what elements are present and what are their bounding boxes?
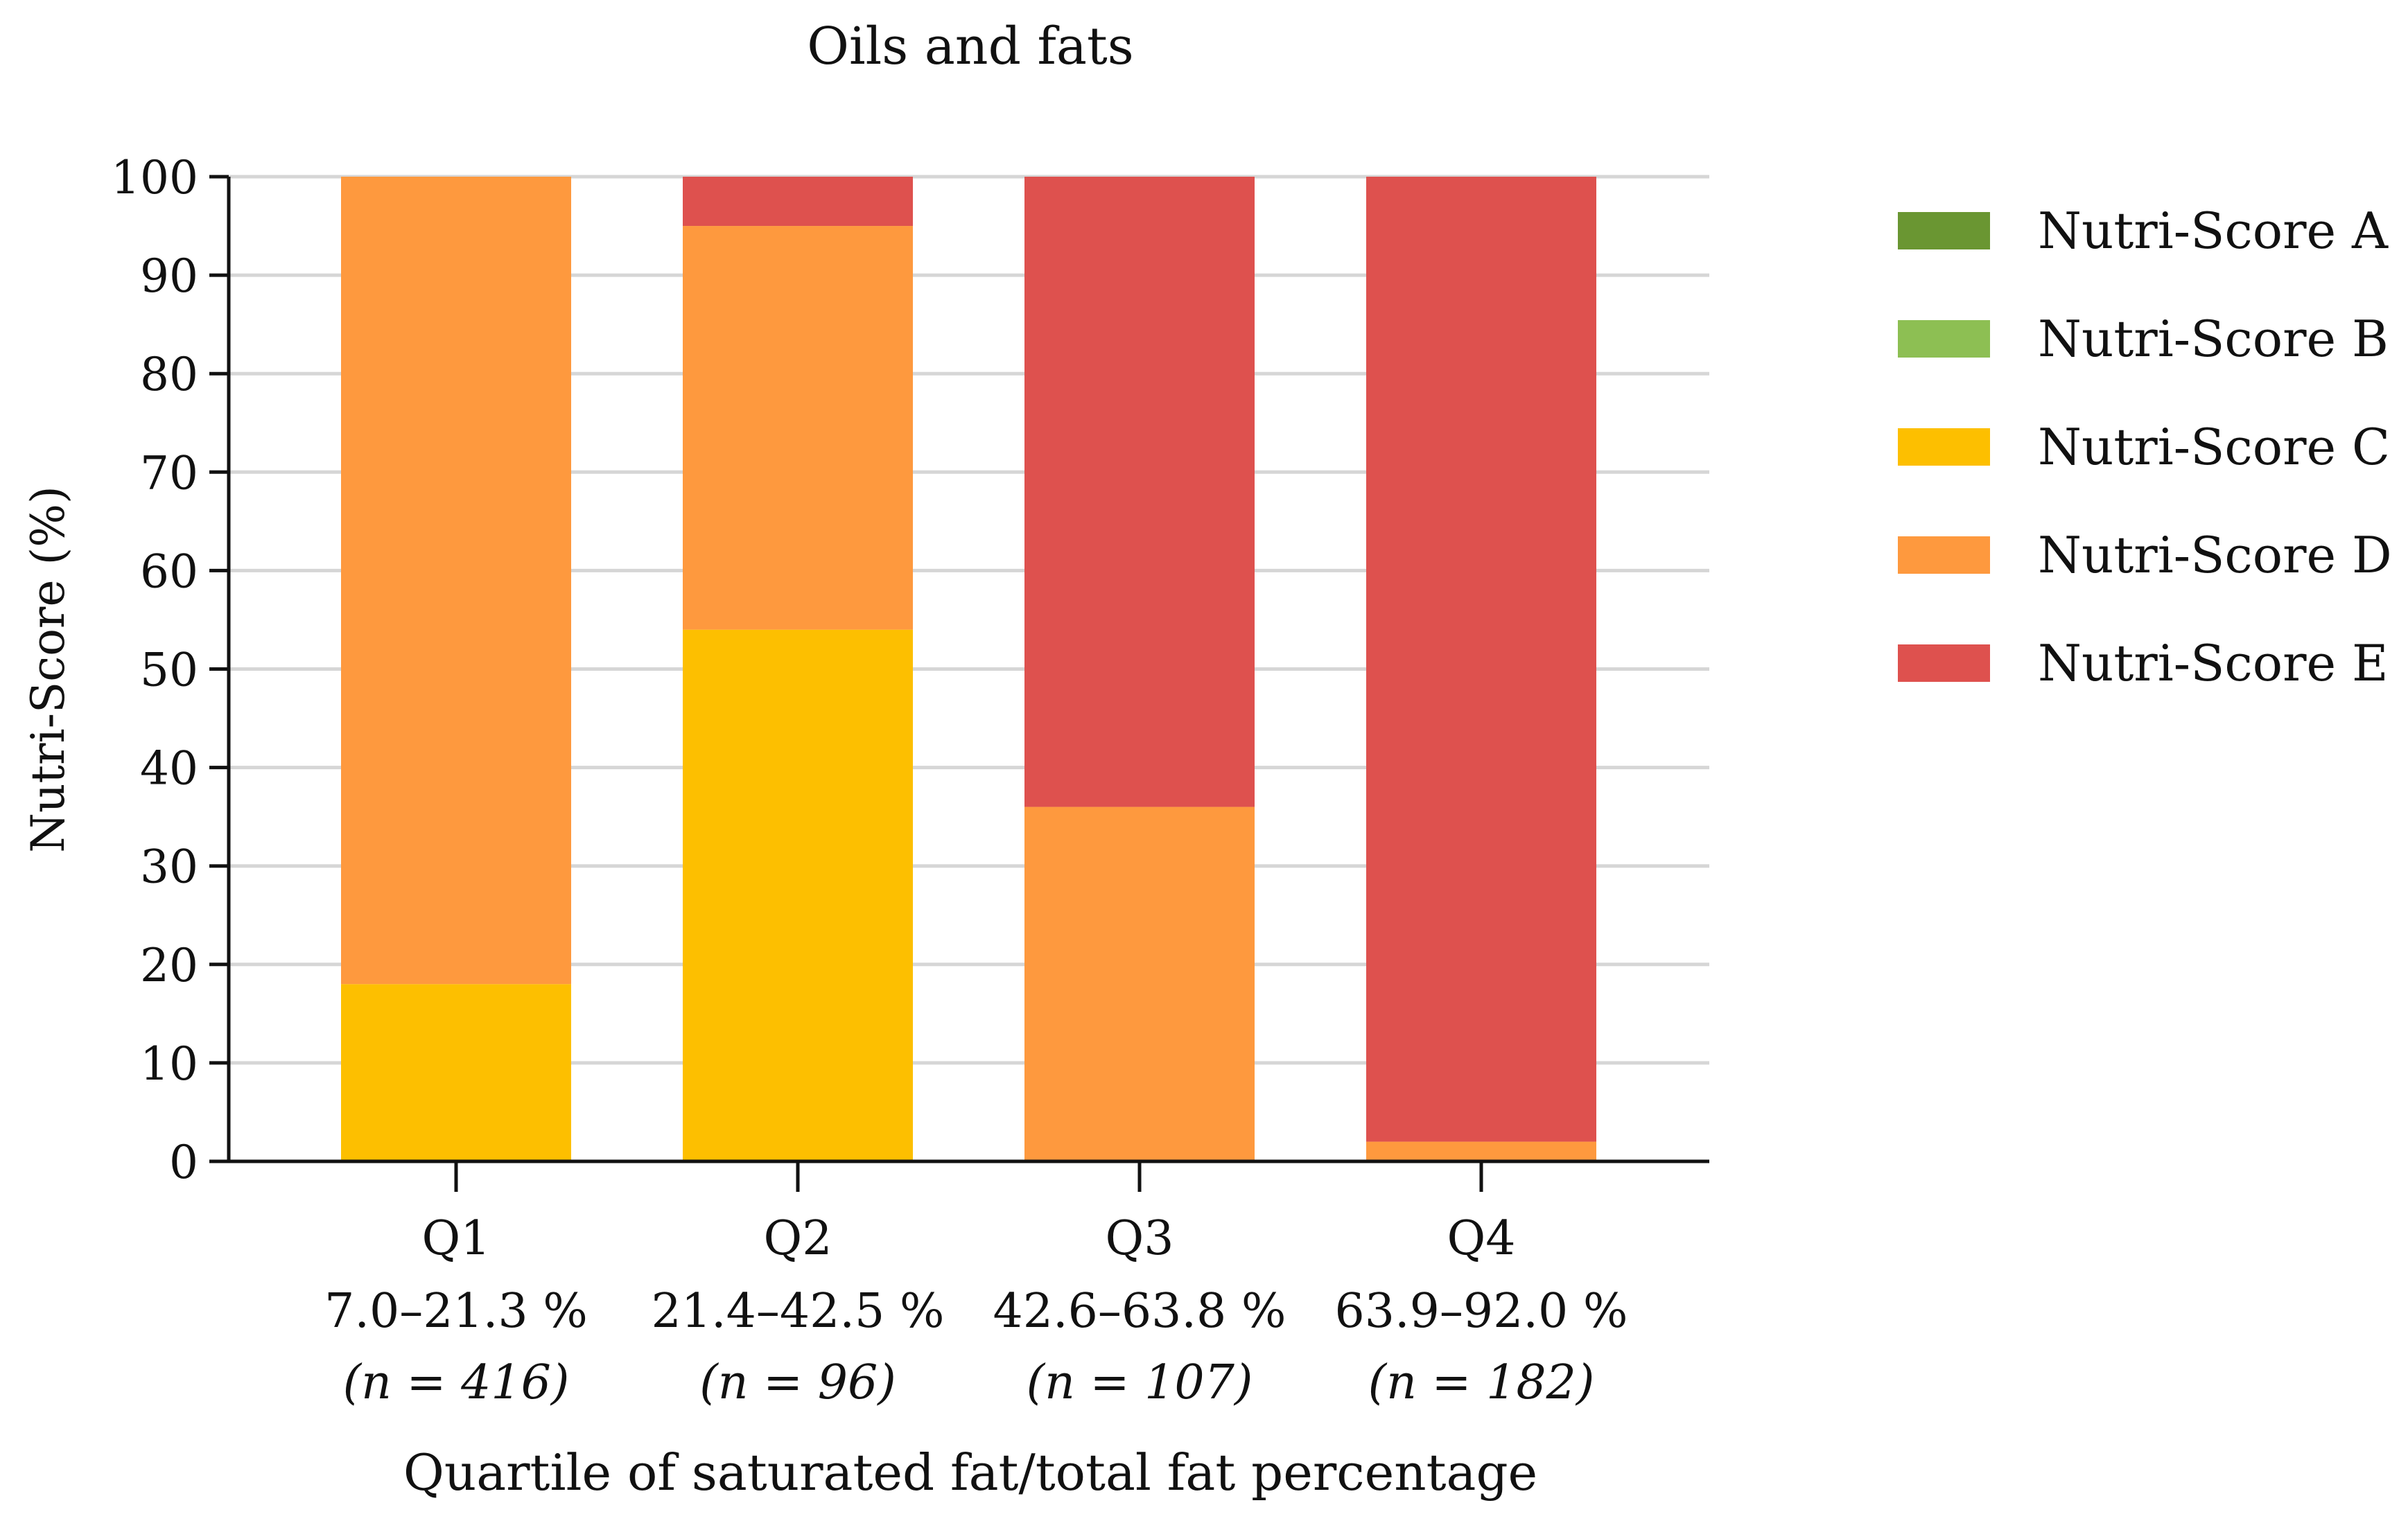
x-tick-range: 7.0–21.3 % (324, 1284, 588, 1339)
x-tick-label: Q3 (1105, 1211, 1174, 1266)
legend-swatch (1898, 212, 1990, 249)
legend-swatch (1898, 428, 1990, 466)
x-tick-label: Q1 (421, 1211, 490, 1266)
legend-label: Nutri-Score C (2038, 418, 2390, 476)
y-tick-label: 10 (140, 1037, 198, 1091)
legend-swatch (1898, 644, 1990, 682)
x-tick-range: 63.9–92.0 % (1334, 1284, 1628, 1339)
x-tick-count: (n = 107) (1027, 1355, 1253, 1410)
bar-q2-nutri-score-e (683, 177, 913, 227)
y-tick-label: 20 (140, 939, 198, 992)
y-tick-label: 70 (140, 446, 198, 500)
legend: Nutri-Score A Nutri-Score B Nutri-Score C N… (1898, 202, 2392, 692)
y-axis-label: Nutri-Score (%) (21, 486, 75, 852)
legend-label: Nutri-Score B (2038, 310, 2389, 368)
bar-q3-nutri-score-d (1024, 807, 1255, 1161)
y-tick-label: 60 (140, 545, 198, 598)
y-tick-label: 90 (140, 249, 198, 303)
y-tick-label: 0 (169, 1136, 198, 1189)
bar-q4-nutri-score-e (1366, 177, 1596, 1142)
bar-q4-nutri-score-d (1366, 1141, 1596, 1161)
y-tick-label: 50 (140, 644, 198, 697)
y-tick-label: 100 (111, 151, 198, 204)
bar-q3-nutri-score-e (1024, 177, 1255, 807)
x-tick-count: (n = 182) (1368, 1355, 1595, 1410)
bar-q2-nutri-score-d (683, 226, 913, 630)
bar-q1-nutri-score-c (341, 984, 571, 1161)
x-tick-count: (n = 96) (699, 1355, 896, 1410)
x-axis-label: Quartile of saturated fat/total fat perc… (403, 1443, 1537, 1502)
x-tick-label: Q4 (1447, 1211, 1515, 1266)
bar-q2-nutri-score-c (683, 629, 913, 1161)
x-ticks: Q1 7.0–21.3 % (n = 416) Q2 21.4–42.5 % (n = 9… (324, 1161, 1628, 1410)
x-tick-range: 42.6–63.8 % (993, 1284, 1286, 1339)
legend-label: Nutri-Score D (2038, 526, 2392, 584)
bar-q1-nutri-score-d (341, 177, 571, 985)
legend-label: Nutri-Score E (2038, 634, 2389, 692)
legend-label: Nutri-Score A (2038, 202, 2389, 260)
chart-title: Oils and fats (807, 17, 1133, 76)
y-tick-label: 30 (140, 841, 198, 894)
x-tick-count: (n = 416) (343, 1355, 570, 1410)
y-ticks: 0 10 20 30 40 50 60 70 80 90 100 (111, 151, 229, 1189)
legend-swatch (1898, 536, 1990, 574)
legend-swatch (1898, 320, 1990, 358)
x-tick-range: 21.4–42.5 % (651, 1284, 944, 1339)
x-tick-label: Q2 (763, 1211, 832, 1266)
y-tick-label: 40 (140, 742, 198, 795)
bars (341, 177, 1596, 1161)
y-tick-label: 80 (140, 348, 198, 401)
